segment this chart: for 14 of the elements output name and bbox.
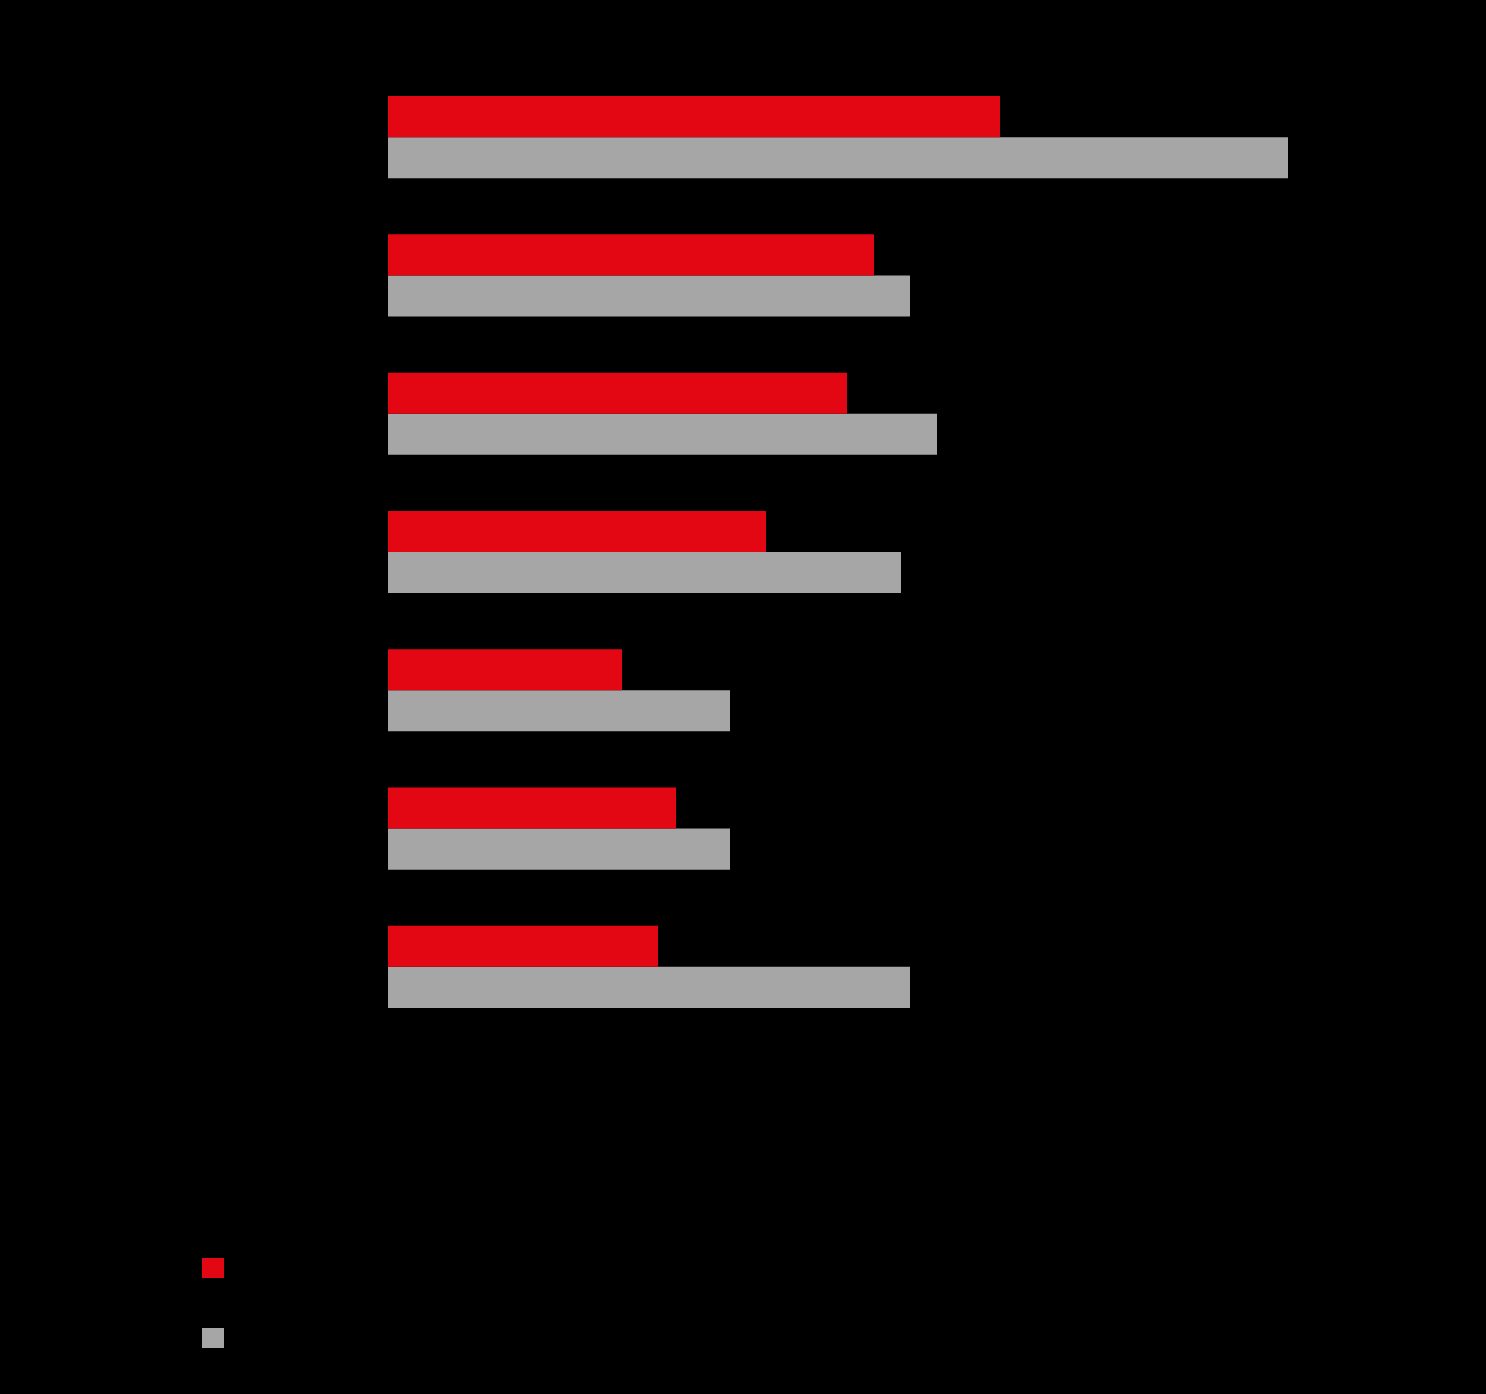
bar: [388, 828, 730, 870]
bar: [388, 649, 622, 691]
bar: [388, 96, 1000, 138]
bar: [388, 413, 937, 455]
bar: [388, 137, 1288, 179]
bar: [388, 510, 766, 552]
bar: [388, 690, 730, 732]
bar: [388, 372, 847, 414]
bar: [388, 966, 910, 1008]
bar: [388, 234, 874, 276]
bar: [388, 787, 676, 829]
bar: [388, 275, 910, 317]
bar: [388, 552, 901, 594]
bar: [388, 925, 658, 967]
